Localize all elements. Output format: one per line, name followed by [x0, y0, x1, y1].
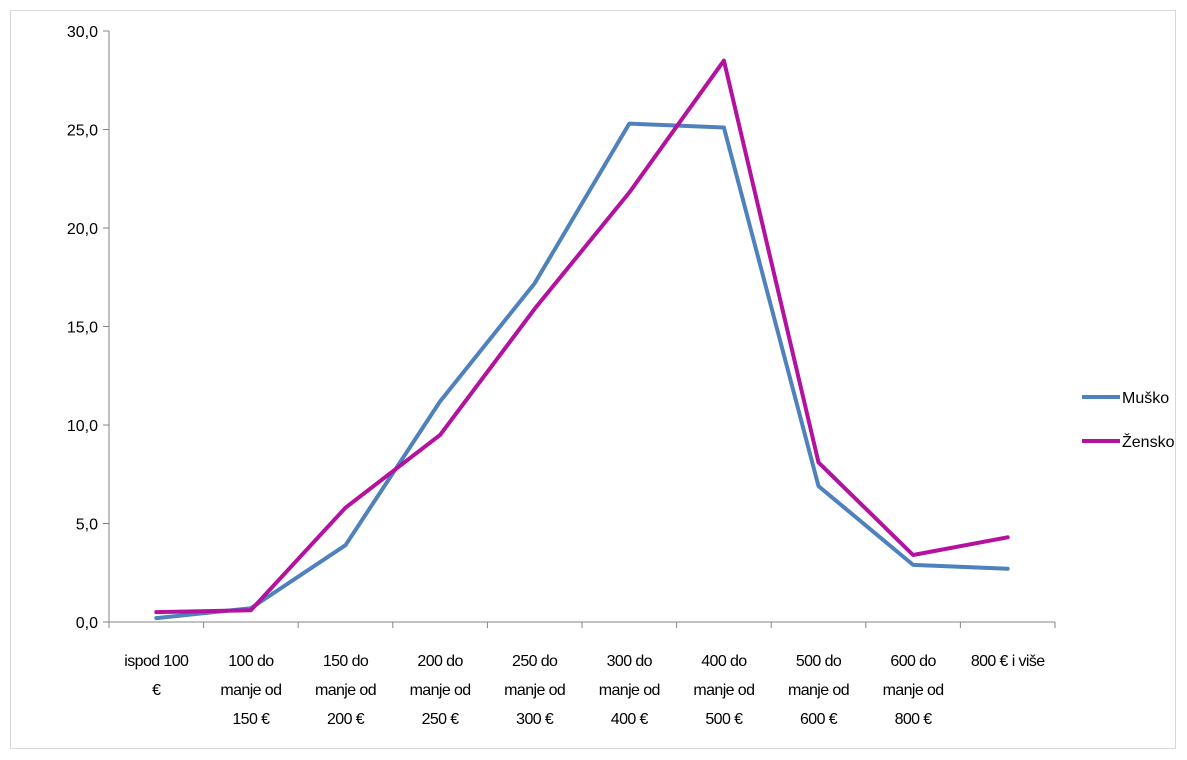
x-tick-label: ispod 100 €: [124, 653, 189, 699]
x-tick-label-line: €: [152, 682, 161, 699]
x-tick-label-line: 100 do: [228, 653, 274, 670]
x-tick-label: 100 do manje od 150 €: [220, 653, 281, 728]
x-tick-label: 400 do manje od 500 €: [693, 653, 754, 728]
y-tick-label: 15,0: [67, 320, 98, 337]
y-tick-label: 20,0: [67, 221, 98, 238]
x-tick-label-line: 200 €: [327, 711, 365, 728]
x-tick-label-line: 150 do: [323, 653, 369, 670]
x-tick-label-line: manje od: [788, 682, 849, 699]
x-axis-ticks: ispod 100 €100 do manje od 150 € 150 do manje…: [108, 622, 1056, 728]
series-line-zensko: [154, 58, 1010, 615]
x-tick-label-line: manje od: [599, 682, 660, 699]
y-tick-label: 0,0: [76, 615, 98, 632]
x-tick-label-line: 250 do: [512, 653, 558, 670]
x-tick-label: 200 do manje od 250 €: [410, 653, 471, 728]
x-tick-label-line: manje od: [220, 682, 281, 699]
x-tick-label-line: 300 €: [516, 711, 554, 728]
x-tick-label-line: 600 do: [890, 653, 936, 670]
y-tick-label: 25,0: [67, 123, 98, 140]
x-tick-label-line: manje od: [315, 682, 376, 699]
axes: [108, 31, 1055, 623]
legend-label: Muško: [1122, 390, 1169, 407]
x-tick-label-line: ispod 100: [124, 653, 189, 670]
chart-frame: [10, 10, 1176, 749]
x-tick-label-line: 500 do: [796, 653, 842, 670]
x-tick-label-line: 300 do: [607, 653, 653, 670]
x-tick-label-line: 500 €: [705, 711, 743, 728]
x-tick-label-line: 150 €: [232, 711, 270, 728]
x-tick-label-line: 800 € i više: [971, 653, 1045, 670]
y-tick-label: 30,0: [67, 24, 98, 41]
legend: Muško Žensko: [1082, 390, 1175, 451]
series-line-musko: [154, 121, 1010, 621]
x-tick-label-line: 400 do: [701, 653, 747, 670]
series-lines: [154, 58, 1010, 621]
x-tick-label-line: 800 €: [895, 711, 933, 728]
x-tick-label: 600 do manje od 800 €: [883, 653, 944, 728]
x-tick-label-line: 400 €: [611, 711, 649, 728]
x-tick-label-line: manje od: [504, 682, 565, 699]
x-tick-label-line: 200 do: [417, 653, 463, 670]
x-tick-label-line: manje od: [693, 682, 754, 699]
x-tick-label-line: manje od: [410, 682, 471, 699]
x-tick-label-line: 250 €: [422, 711, 460, 728]
x-tick-label-line: manje od: [883, 682, 944, 699]
y-axis-ticks: 0,0 5,0 10,0 15,0 20,0 25,0 30,0: [67, 24, 109, 632]
x-tick-label: 300 do manje od 400 €: [599, 653, 660, 728]
x-tick-label: 150 do manje od 200 €: [315, 653, 376, 728]
x-tick-label-line: 600 €: [800, 711, 838, 728]
y-tick-label: 5,0: [76, 517, 98, 534]
y-tick-label: 10,0: [67, 418, 98, 435]
legend-label: Žensko: [1122, 432, 1175, 451]
x-tick-label: 250 do manje od 300 €: [504, 653, 565, 728]
x-tick-label: 800 € i više: [971, 653, 1045, 670]
x-tick-label: 500 do manje od 600 €: [788, 653, 849, 728]
